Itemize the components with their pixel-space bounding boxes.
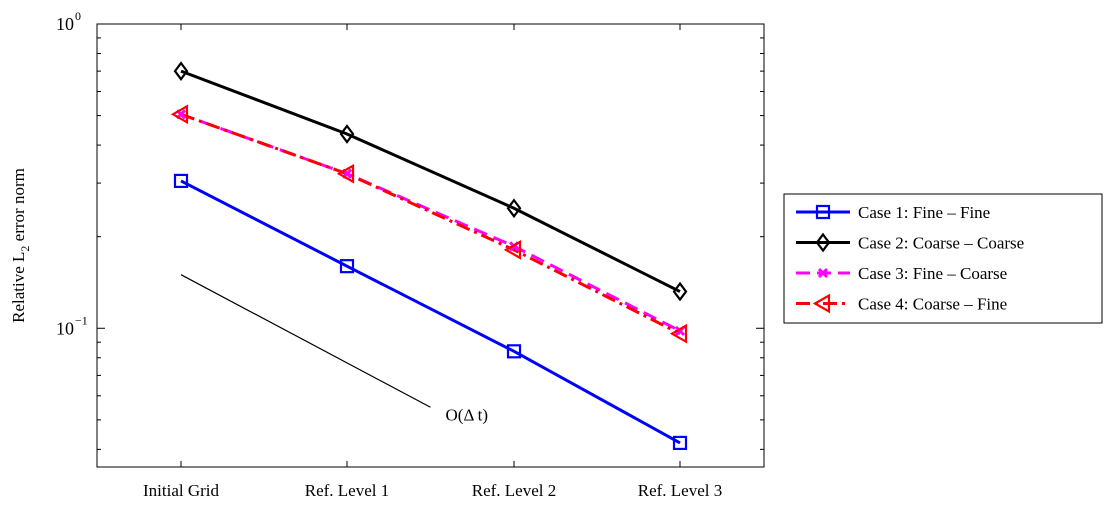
data-point-series-4: [503, 239, 522, 260]
legend-entry-1: Case 1: Fine – Fine: [796, 203, 990, 222]
legend-label: Case 4: Coarse – Fine: [858, 295, 1007, 314]
legend-swatch-marker: [815, 232, 831, 253]
y-tick-label-exponent: −1: [75, 313, 88, 327]
series-markers: [170, 61, 688, 451]
y-axis-label: Relative L2 error norm: [9, 168, 32, 323]
data-point-series-1: [339, 259, 355, 274]
series-line-3: [180, 112, 681, 333]
legend-label: Case 2: Coarse – Coarse: [858, 234, 1024, 253]
legend-swatch-marker: [817, 267, 829, 279]
plot-area-frame: [96, 23, 765, 468]
x-tick-label: Ref. Level 1: [305, 481, 390, 500]
legend-box: [783, 193, 1103, 324]
series-line-4: [180, 112, 681, 336]
data-point-series-4: [669, 323, 688, 344]
reference-slope: O(Δ t): [180, 274, 489, 424]
legend-label: Case 1: Fine – Fine: [858, 203, 990, 222]
legend-entry-2: Case 2: Coarse – Coarse: [796, 232, 1024, 253]
data-point-series-2: [506, 198, 522, 219]
data-point-series-1: [173, 173, 189, 189]
y-tick-label-exponent: 0: [75, 9, 81, 23]
data-point-series-1: [672, 435, 688, 451]
legend: Case 1: Fine – Fine Case 2: Coarse – Coar…: [783, 193, 1103, 324]
legend-swatch-marker: [812, 293, 831, 314]
data-point-series-4: [170, 104, 189, 125]
data-point-series-4: [336, 163, 355, 184]
legend-label: Case 3: Fine – Coarse: [858, 264, 1007, 283]
legend-swatch-marker: [815, 204, 831, 220]
reference-slope-line: [180, 274, 431, 408]
data-point-series-2: [672, 281, 688, 302]
data-point-series-2: [173, 61, 189, 81]
x-tick-label: Ref. Level 2: [472, 481, 557, 500]
data-point-series-2: [339, 124, 355, 144]
axis-ticks: [97, 23, 764, 467]
legend-entry-3: Case 3: Fine – Coarse: [796, 264, 1007, 283]
legend-entry-4: Case 4: Coarse – Fine: [796, 293, 1007, 314]
x-tick-label: Initial Grid: [143, 481, 220, 500]
data-point-series-1: [506, 344, 522, 359]
reference-slope-label: O(Δ t): [446, 405, 489, 424]
y-tick-label: 10: [56, 318, 74, 338]
x-tick-label: Ref. Level 3: [638, 481, 723, 500]
y-tick-label: 10: [56, 14, 74, 34]
series-line-1: [180, 179, 681, 445]
series-lines: [180, 69, 681, 445]
axis-labels: Initial Grid Ref. Level 1 Ref. Level 2 Ref.…: [56, 9, 722, 500]
series-line-2: [180, 69, 681, 293]
